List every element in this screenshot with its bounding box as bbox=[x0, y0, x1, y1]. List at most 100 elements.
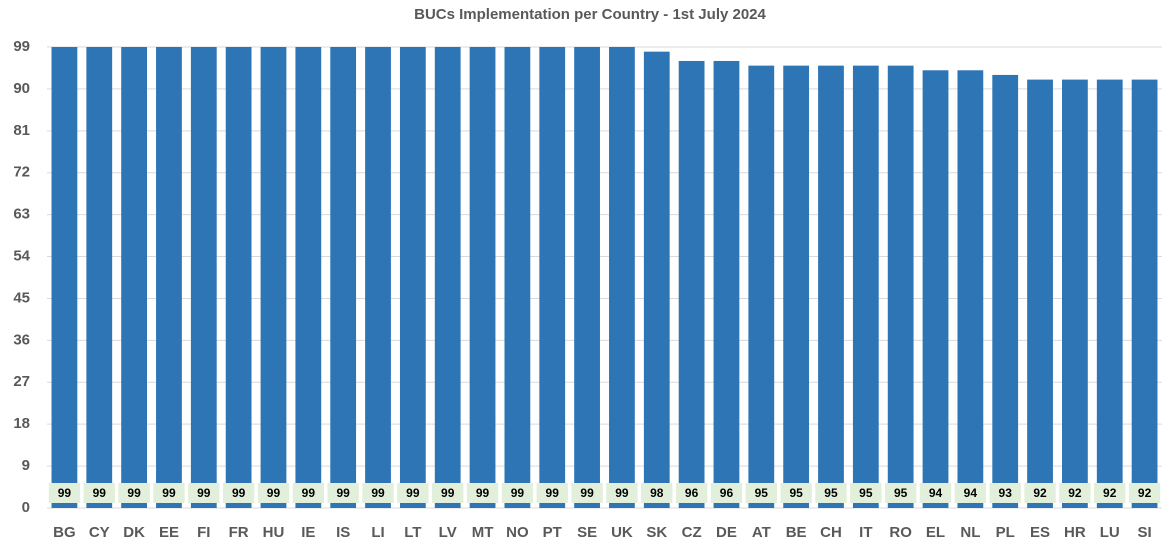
value-label-box bbox=[432, 483, 464, 503]
x-tick-label: HU bbox=[263, 524, 285, 541]
x-tick-label: LT bbox=[404, 524, 421, 541]
bar bbox=[818, 65, 844, 509]
y-tick-label: 36 bbox=[13, 331, 30, 348]
x-tick-label: PL bbox=[996, 524, 1015, 541]
bar bbox=[121, 47, 148, 508]
value-label: 99 bbox=[580, 486, 594, 500]
x-tick-label: IS bbox=[336, 524, 350, 541]
bar bbox=[1096, 79, 1123, 509]
bar bbox=[678, 60, 705, 508]
x-tick-label: NO bbox=[506, 524, 529, 541]
value-label: 92 bbox=[1033, 486, 1047, 500]
value-label: 99 bbox=[511, 486, 525, 500]
y-tick-label: 54 bbox=[13, 248, 30, 265]
y-tick-label: 99 bbox=[13, 38, 30, 55]
value-label-box bbox=[710, 483, 743, 503]
value-label-box bbox=[257, 483, 290, 503]
x-tick-label: HR bbox=[1064, 524, 1086, 541]
value-label-box bbox=[222, 483, 255, 503]
value-label-box bbox=[919, 483, 952, 503]
x-tick-label: IE bbox=[301, 524, 315, 541]
x-tick-label: SK bbox=[646, 524, 667, 541]
value-label: 99 bbox=[371, 486, 385, 500]
value-label: 98 bbox=[650, 486, 664, 500]
x-tick-label: RO bbox=[889, 524, 912, 541]
value-label: 99 bbox=[197, 486, 211, 500]
value-label-box bbox=[571, 483, 603, 503]
value-label-box bbox=[1128, 483, 1161, 503]
value-label-box bbox=[153, 483, 185, 503]
y-tick-label: 27 bbox=[13, 373, 30, 390]
value-label-box bbox=[188, 483, 220, 503]
bar bbox=[783, 65, 810, 509]
x-tick-label: IT bbox=[859, 524, 872, 541]
bar bbox=[86, 47, 113, 508]
x-tick-label: MT bbox=[472, 524, 494, 541]
x-tick-label: CY bbox=[89, 524, 110, 541]
value-label-box bbox=[884, 483, 917, 503]
value-label-box bbox=[606, 483, 638, 503]
bar bbox=[260, 47, 287, 508]
y-tick-label: 18 bbox=[13, 415, 30, 432]
value-label-box bbox=[815, 483, 847, 503]
value-label: 95 bbox=[894, 486, 908, 500]
value-label-box bbox=[118, 483, 150, 503]
x-tick-label: PT bbox=[543, 524, 562, 541]
x-tick-label: FI bbox=[197, 524, 210, 541]
bar bbox=[957, 70, 984, 508]
value-label-box bbox=[954, 483, 987, 503]
y-tick-label: 0 bbox=[22, 499, 30, 516]
value-label-box bbox=[989, 483, 1021, 503]
x-tick-label: EE bbox=[159, 524, 179, 541]
value-label-box bbox=[397, 483, 429, 503]
x-tick-label: BE bbox=[786, 524, 807, 541]
bar bbox=[922, 70, 949, 508]
x-tick-label: NL bbox=[960, 524, 980, 541]
x-tick-label: LV bbox=[439, 524, 457, 541]
value-label: 99 bbox=[93, 486, 107, 500]
value-label: 99 bbox=[406, 486, 420, 500]
x-tick-label: FR bbox=[229, 524, 249, 541]
value-label: 99 bbox=[441, 486, 455, 500]
value-label-box bbox=[327, 483, 359, 503]
bar bbox=[539, 47, 566, 508]
value-label-box bbox=[48, 483, 81, 503]
bar bbox=[156, 47, 182, 508]
value-label-box bbox=[850, 483, 882, 503]
y-tick-label: 90 bbox=[13, 80, 30, 97]
value-label-box bbox=[292, 483, 325, 503]
value-label: 95 bbox=[789, 486, 803, 500]
bar bbox=[1027, 79, 1053, 509]
value-label-box bbox=[1094, 483, 1126, 503]
value-label: 92 bbox=[1068, 486, 1082, 500]
value-label-box bbox=[780, 483, 812, 503]
value-label-box bbox=[1024, 483, 1056, 503]
y-tick-label: 81 bbox=[13, 122, 30, 139]
value-label: 99 bbox=[232, 486, 246, 500]
bar bbox=[330, 47, 357, 508]
bar bbox=[190, 47, 217, 508]
value-label: 92 bbox=[1103, 486, 1117, 500]
bar bbox=[574, 47, 600, 508]
bar bbox=[643, 51, 670, 509]
y-tick-label: 9 bbox=[22, 457, 30, 474]
value-label: 99 bbox=[615, 486, 629, 500]
chart-title: BUCs Implementation per Country - 1st Ju… bbox=[414, 6, 766, 23]
value-label-box bbox=[536, 483, 568, 503]
value-label-box bbox=[675, 483, 708, 503]
x-tick-label: LU bbox=[1100, 524, 1120, 541]
value-label: 99 bbox=[546, 486, 560, 500]
bar bbox=[1131, 79, 1158, 509]
x-tick-label: DE bbox=[716, 524, 737, 541]
x-tick-label: SI bbox=[1137, 524, 1151, 541]
bar bbox=[1061, 79, 1088, 509]
value-label: 99 bbox=[127, 486, 141, 500]
bar bbox=[295, 47, 322, 508]
bar bbox=[887, 65, 914, 509]
x-tick-label: BG bbox=[53, 524, 76, 541]
bar bbox=[748, 65, 775, 509]
y-tick-label: 45 bbox=[13, 289, 30, 306]
value-label: 99 bbox=[302, 486, 316, 500]
value-label-box bbox=[501, 483, 534, 503]
